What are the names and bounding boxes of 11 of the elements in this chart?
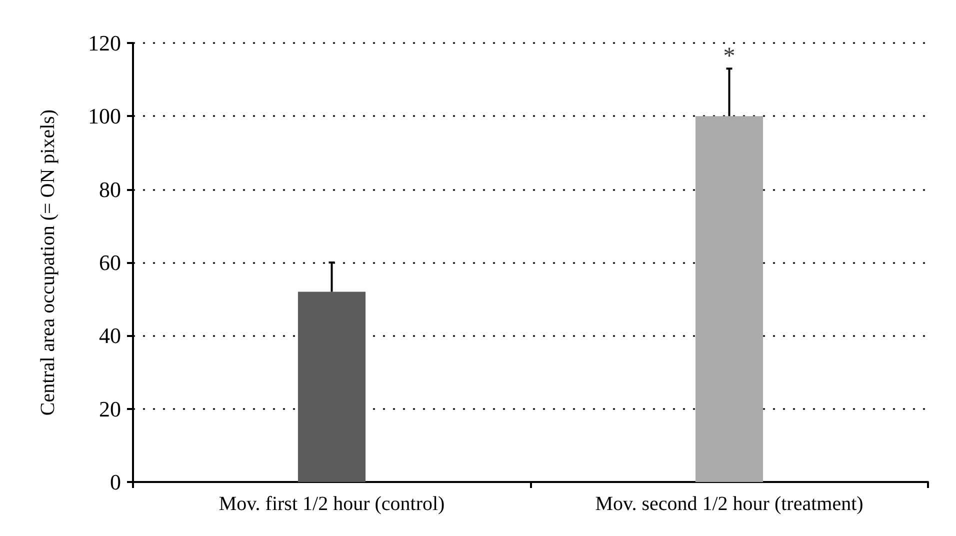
y-tick-label: 20 bbox=[99, 396, 121, 422]
y-tick-label: 0 bbox=[110, 470, 121, 494]
y-tick-label: 100 bbox=[88, 104, 121, 129]
y-tick-label: 80 bbox=[99, 176, 121, 202]
x-tick-label: Mov. second 1/2 hour (treatment) bbox=[595, 493, 864, 515]
y-tick-label: 60 bbox=[99, 250, 121, 275]
y-axis-title: Central area occupation (= ON pixels) bbox=[37, 109, 59, 416]
annotation: * bbox=[723, 44, 736, 70]
y-tick-label: 40 bbox=[99, 323, 121, 348]
x-tick-label: Mov. first 1/2 hour (control) bbox=[218, 493, 445, 515]
y-tick-label: 120 bbox=[88, 30, 121, 56]
